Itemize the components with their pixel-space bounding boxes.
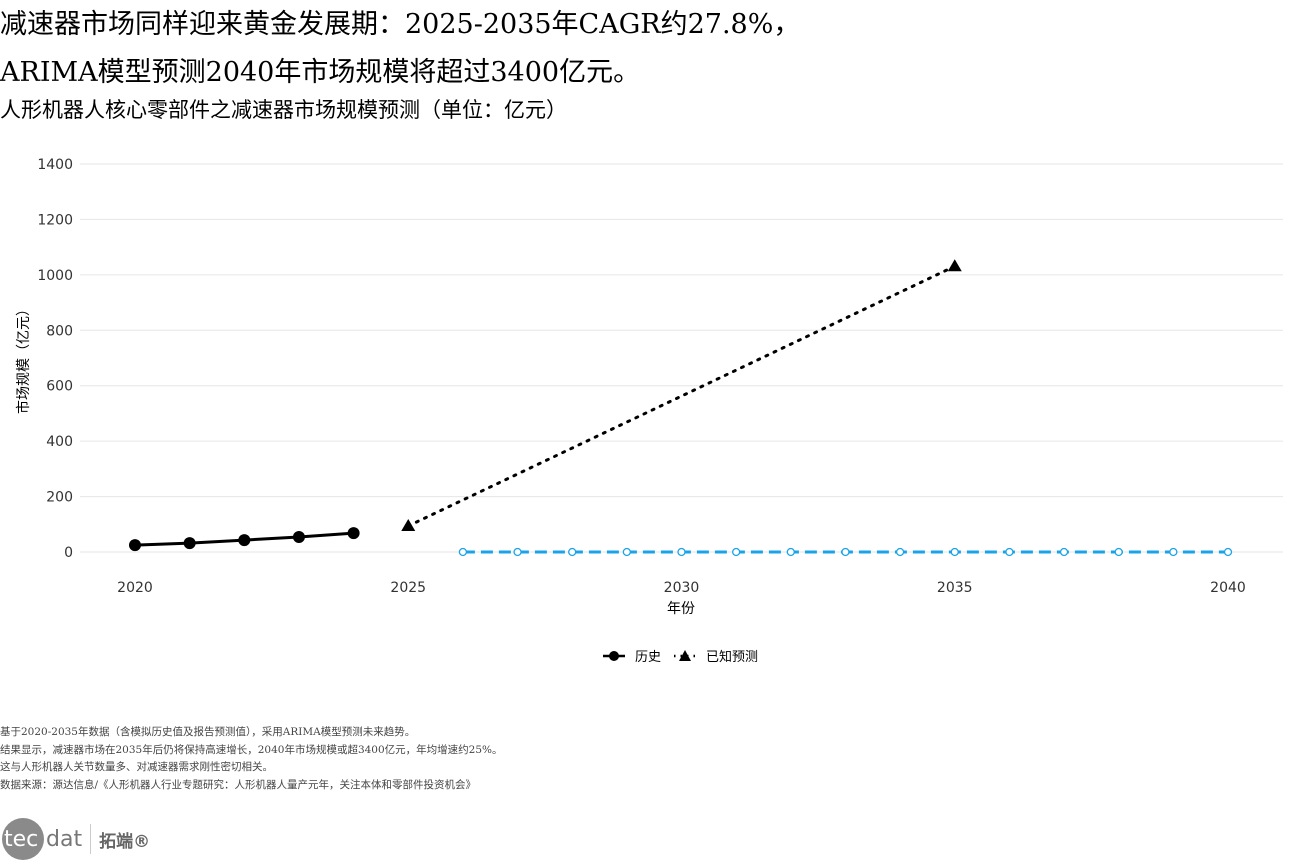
data-point <box>292 531 305 544</box>
tecdat-logo: tec dat 拓端® <box>2 818 150 860</box>
data-point <box>1169 547 1178 557</box>
data-point <box>947 259 962 272</box>
data-point <box>513 547 522 557</box>
data-point <box>841 547 850 557</box>
data-point <box>786 547 795 557</box>
data-point <box>129 539 141 552</box>
x-tick-label: 2020 <box>117 580 153 596</box>
data-point <box>1114 547 1123 557</box>
legend-marker-history <box>609 651 619 661</box>
data-point <box>238 534 251 547</box>
y-tick-label: 400 <box>46 434 73 450</box>
data-point <box>347 527 360 540</box>
x-tick-label: 2025 <box>390 580 426 596</box>
y-axis-label: 市场规模（亿元） <box>15 302 32 414</box>
data-point <box>950 547 959 557</box>
note-3: 这与人形机器人关节数量多、对减速器需求刚性密切相关。 <box>0 761 273 773</box>
title-line-2: ARIMA模型预测2040年市场规模将超过3400亿元。 <box>0 57 641 88</box>
note-source: 数据来源：源达信息/《人形机器人行业专题研究：人形机器人量产元年，关注本体和零部… <box>0 778 477 791</box>
x-tick-label: 2030 <box>664 580 700 596</box>
data-point <box>458 547 468 557</box>
data-point <box>1059 547 1069 557</box>
data-point <box>677 547 686 557</box>
data-point <box>895 547 905 557</box>
x-tick-label: 2040 <box>1210 580 1246 596</box>
data-point <box>1223 547 1233 557</box>
y-tick-label: 600 <box>46 379 73 395</box>
y-tick-label: 200 <box>46 490 73 506</box>
logo-circle: tec <box>2 818 44 860</box>
legend-marker-forecast <box>679 650 691 661</box>
legend: 历史 已知预测 <box>603 649 758 665</box>
logo-cn: 拓端® <box>99 831 151 852</box>
title-line-1: 减速器市场同样迎来黄金发展期：2025-2035年CAGR约27.8%， <box>0 9 801 40</box>
y-tick-label: 1000 <box>37 268 73 284</box>
footnotes: 基于2020-2035年数据（含模拟历史值及报告预测值），采用ARIMA模型预测… <box>0 724 503 794</box>
y-tick-label: 0 <box>64 545 73 561</box>
data-point <box>732 547 741 557</box>
note-2: 结果显示，减速器市场在2035年后仍将保持高速增长，2040年市场规模或超340… <box>0 743 503 756</box>
y-tick-label: 1200 <box>37 212 73 228</box>
x-tick-label: 2035 <box>937 580 973 596</box>
series-line-1 <box>406 264 957 528</box>
chart-subtitle: 人形机器人核心零部件之减速器市场规模预测（单位：亿元） <box>0 98 567 122</box>
data-point <box>401 518 416 531</box>
data-point <box>1005 547 1014 557</box>
data-point <box>183 537 196 550</box>
x-axis-label: 年份 <box>667 601 695 617</box>
legend-label-history: 历史 <box>635 650 661 665</box>
legend-label-forecast: 已知预测 <box>706 649 758 665</box>
chart: 0 200 400 600 800 1000 1200 1400 2020 2025 2030 203… <box>15 157 1283 665</box>
data-point <box>568 547 577 557</box>
note-1: 基于2020-2035年数据（含模拟历史值及报告预测值），采用ARIMA模型预测… <box>0 726 416 738</box>
data-point <box>622 547 631 557</box>
y-tick-label: 800 <box>46 323 73 339</box>
y-tick-label: 1400 <box>37 157 73 173</box>
